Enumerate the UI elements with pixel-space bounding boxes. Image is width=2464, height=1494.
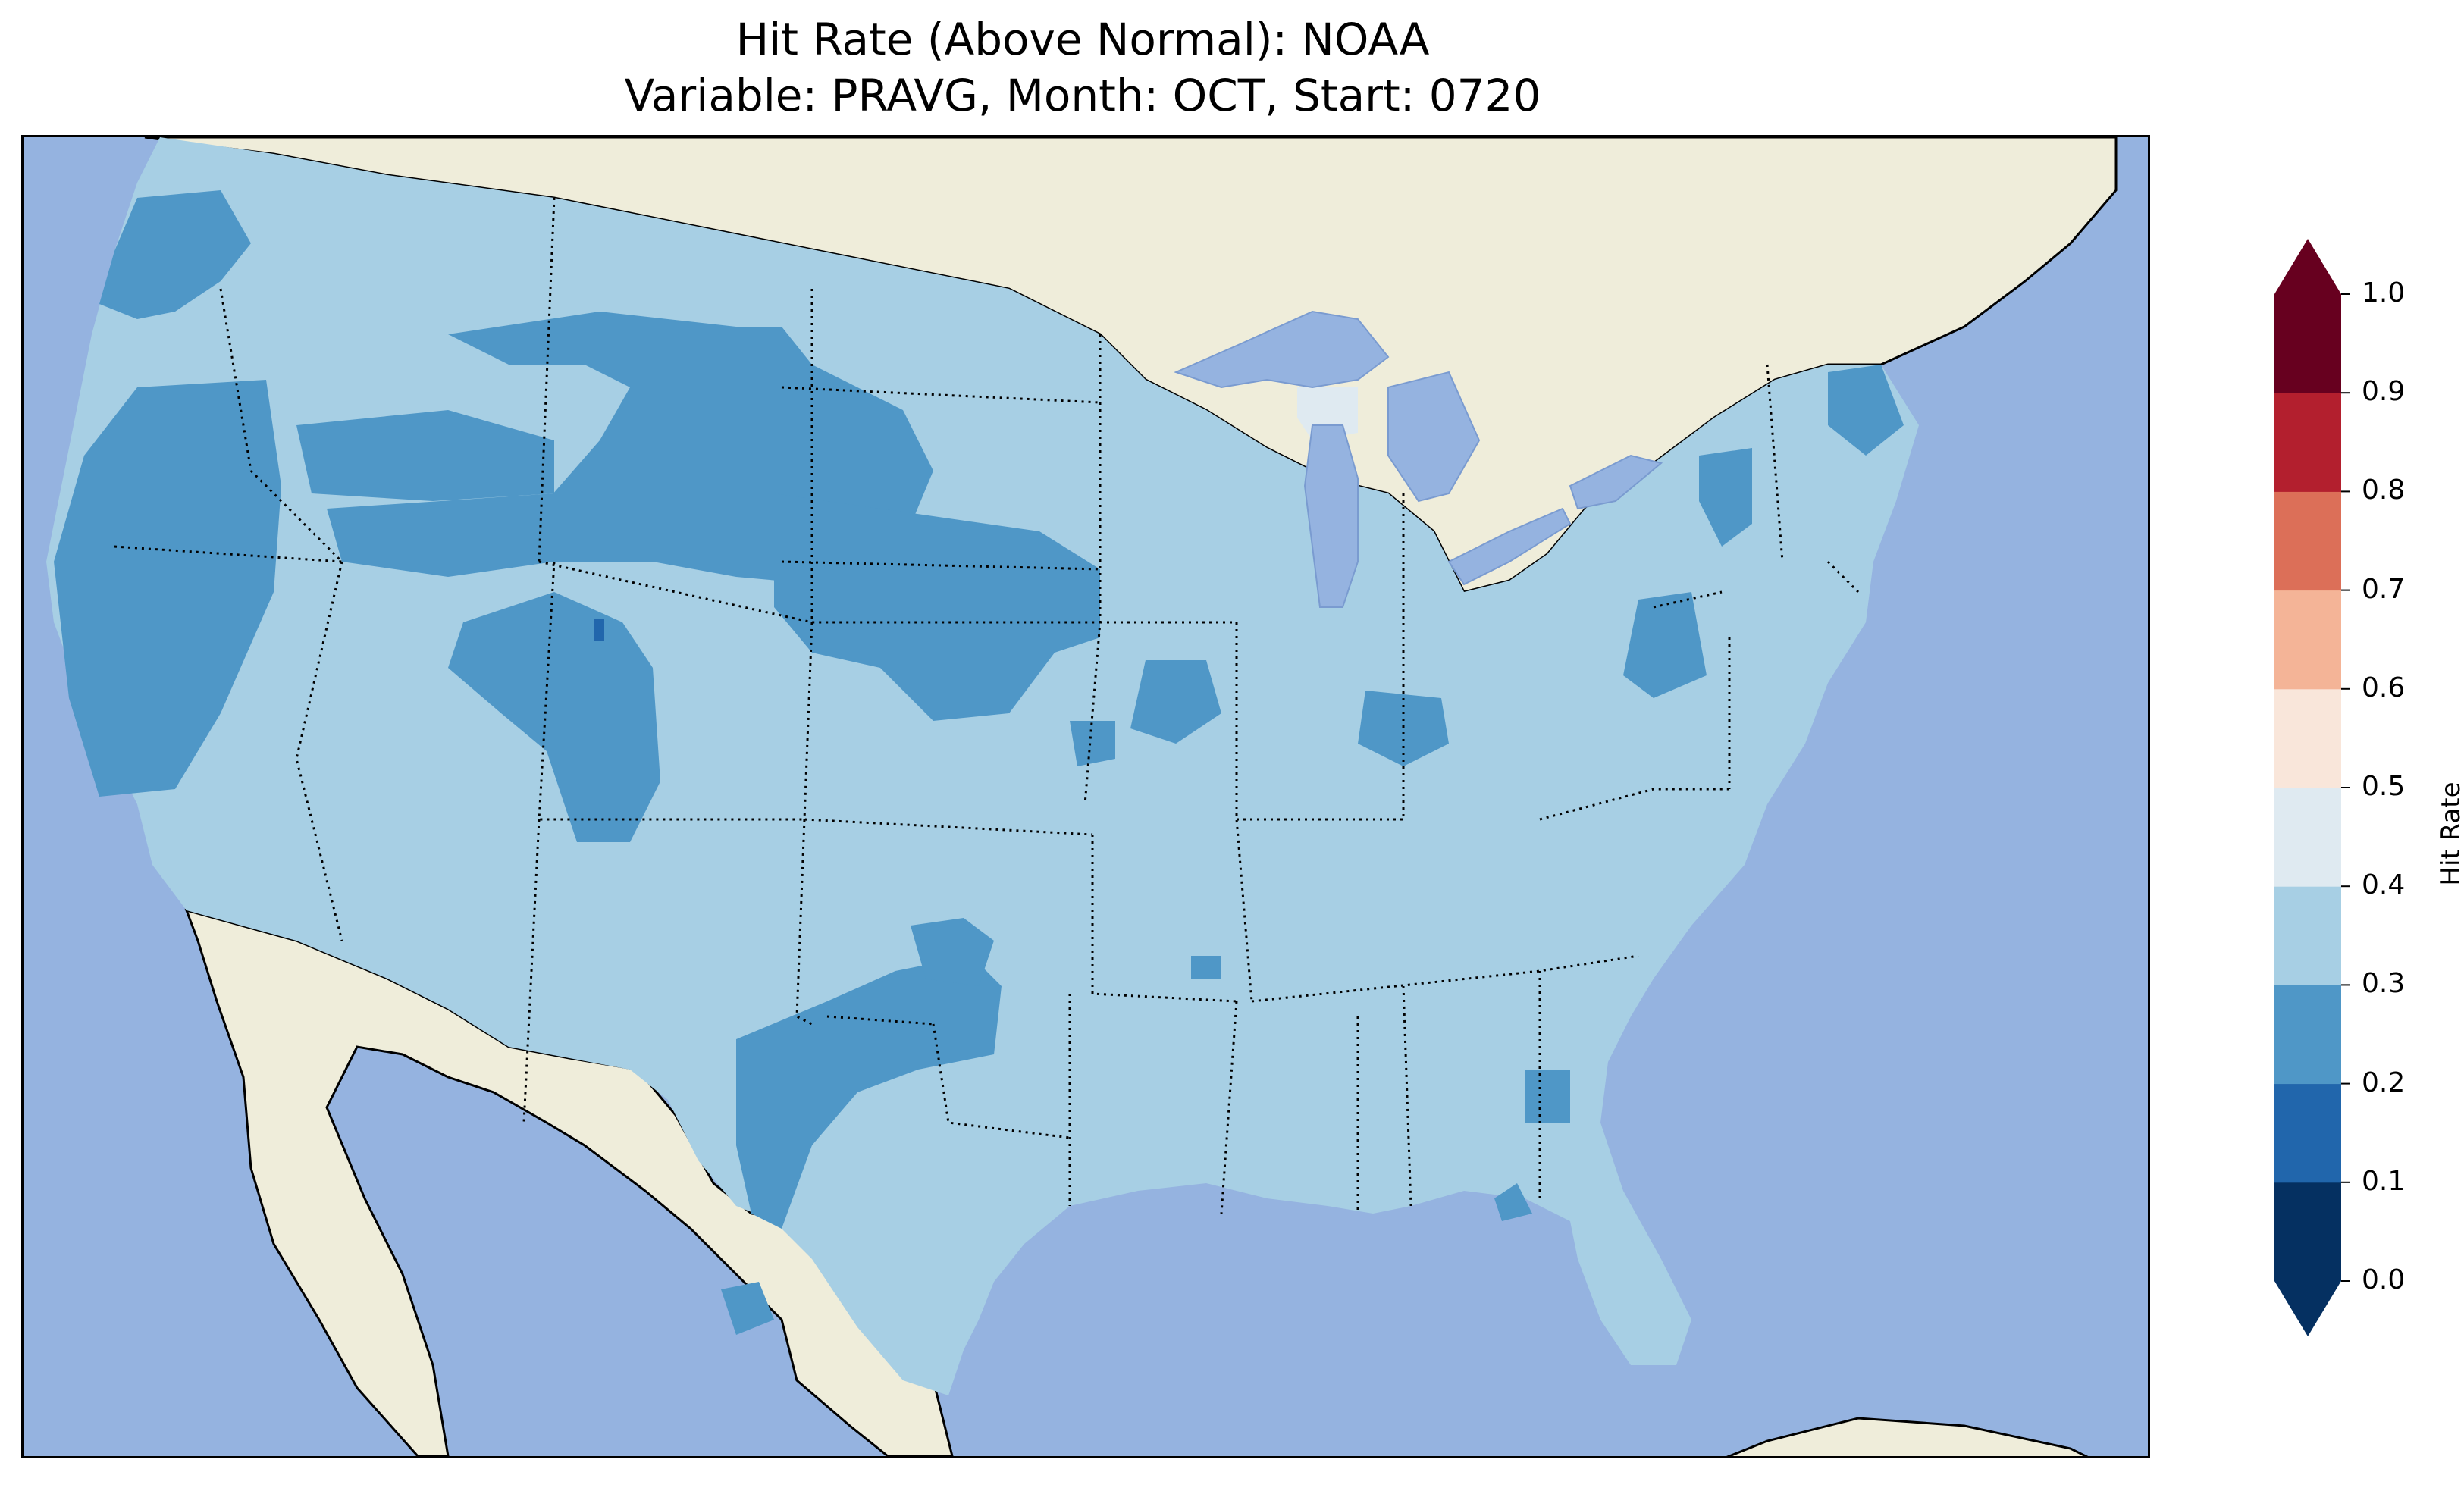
chart-title-line-2: Variable: PRAVG, Month: OCT, Start: 0720: [624, 70, 1541, 121]
colorbar-tick-marks: [2341, 293, 2350, 1282]
state-border-24: [1539, 788, 1729, 821]
colorbar-label: Hit Rate: [2436, 781, 2464, 886]
colorbar-tick-label-0: 0.0: [2362, 1264, 2406, 1295]
colorbar-tick-label-10: 1.0: [2362, 277, 2406, 309]
chart-title-line-1: Hit Rate (Above Normal): NOAA: [735, 14, 1430, 65]
colorbar-segment-8: [2274, 393, 2341, 492]
colorbar-tick-label-5: 0.5: [2362, 771, 2406, 802]
lake-huron: [1387, 371, 1481, 503]
utah-colorado-region: [448, 592, 660, 842]
colorbar-segment-0: [2274, 1182, 2341, 1282]
colorbar-segment-4: [2274, 788, 2341, 887]
colorbar-tick-label-1: 0.1: [2362, 1165, 2406, 1197]
colorbar-segment-2: [2274, 985, 2341, 1085]
colorbar-segment-9: [2274, 294, 2341, 393]
iowa-patch: [1130, 660, 1221, 744]
dakotas-nebraska-region: [774, 493, 1100, 721]
colorbar-segment-1: [2274, 1083, 2341, 1183]
state-border-19: [1220, 1001, 1238, 1214]
state-border-13: [1091, 835, 1237, 1003]
illinois-patch: [1070, 721, 1115, 766]
state-border-18: [1251, 954, 1639, 1003]
texas-border-patch: [721, 1282, 774, 1335]
colorbar-tick-label-8: 0.8: [2362, 475, 2406, 506]
new-york-patch: [1699, 448, 1752, 547]
state-border-22: [1402, 985, 1412, 1207]
lake-michigan: [1303, 424, 1359, 608]
colorbar-tick-label-7: 0.7: [2362, 573, 2406, 605]
colorbar-segments: [2274, 294, 2341, 1282]
alabama-patch: [1494, 1183, 1532, 1221]
pnw-region: [99, 190, 251, 319]
nw-oregon-region: [54, 380, 281, 797]
lake-ontario: [1569, 454, 1663, 510]
colorbar-tick-label-9: 0.9: [2362, 376, 2406, 408]
cuba-land: [1726, 1417, 2089, 1456]
colorbar-tick-label-6: 0.6: [2362, 672, 2406, 703]
colorbar-tick-label-2: 0.2: [2362, 1066, 2406, 1098]
colorbar-segment-5: [2274, 688, 2341, 788]
colorbar-over-arrow: [2274, 239, 2341, 294]
colorbar-under-arrow: [2274, 1281, 2341, 1336]
pennsylvania-patch: [1623, 592, 1707, 698]
colorbar-segment-3: [2274, 886, 2341, 985]
lake-erie: [1447, 507, 1572, 586]
colorbar-tick-label-4: 0.4: [2362, 869, 2406, 901]
map-frame: [21, 135, 2150, 1458]
lake-superior: [1174, 310, 1390, 389]
maine-patch: [1828, 365, 1904, 456]
state-border-27: [1826, 560, 1860, 594]
state-border-9: [522, 819, 541, 1123]
indiana-patch: [1358, 691, 1449, 766]
hit-rate-0.1-0.2-cell: [594, 619, 604, 641]
colorbar: [2274, 239, 2350, 1336]
colorbar-segment-7: [2274, 491, 2341, 591]
state-border-12: [219, 288, 343, 563]
us-hit-rate-map: [24, 137, 2148, 1456]
colorbar-tick-label-3: 0.3: [2362, 968, 2406, 1000]
colorbar-segment-6: [2274, 590, 2341, 690]
state-border-26: [1766, 364, 1784, 562]
arkansas-patch: [1191, 956, 1221, 979]
oregon-band: [296, 410, 554, 501]
state-border-2: [538, 560, 1100, 624]
state-borders: [114, 197, 1860, 1214]
state-border-6: [803, 622, 1093, 836]
mexico-land: [184, 908, 954, 1456]
idaho-band: [327, 493, 554, 577]
oklahoma-patch: [911, 918, 994, 986]
state-border-23: [1653, 590, 1723, 609]
georgia-patch: [1525, 1070, 1570, 1123]
new-mexico-texas-region: [736, 956, 1002, 1229]
hit-rate-0.2-0.3-regions: [54, 190, 1904, 1335]
